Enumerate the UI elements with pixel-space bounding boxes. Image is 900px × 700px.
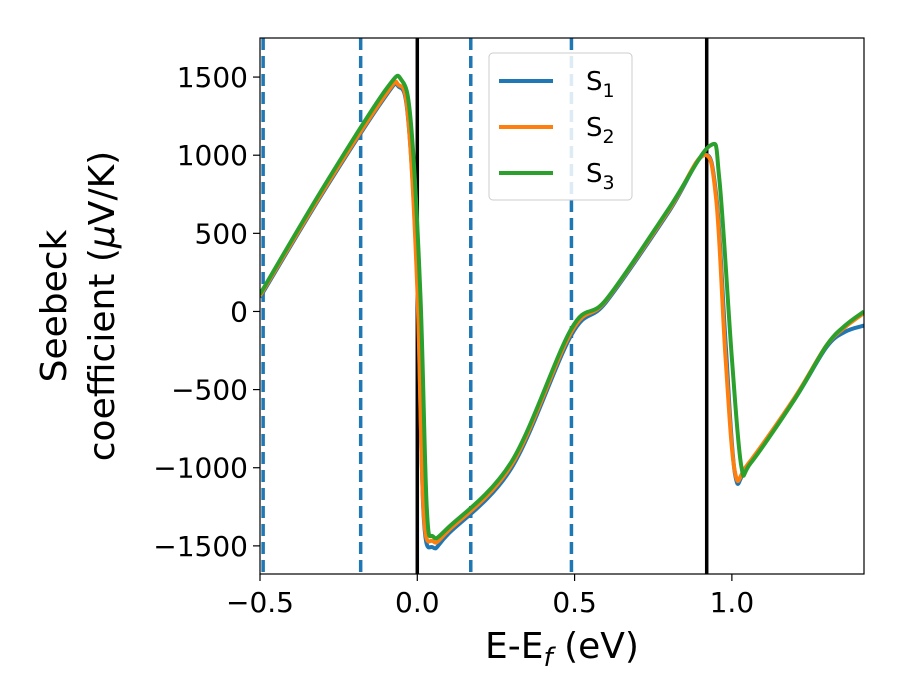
y-axis-label-line2-post: V/K): [82, 151, 123, 225]
y-axis-label-line1: Seebeck: [34, 229, 75, 382]
x-axis-ticks: −0.5 0.0 0.5 1.0: [226, 574, 754, 619]
legend-label-base: S: [586, 67, 603, 97]
y-tick-label: −500: [171, 374, 248, 407]
y-tick-label: 1500: [177, 61, 248, 94]
y-tick-label: −1000: [153, 452, 248, 485]
series-line-3: [260, 73, 864, 541]
x-axis-label-unit: (eV): [553, 626, 639, 667]
y-axis-label-line2: coefficient (μV/K): [82, 151, 123, 461]
x-tick-label: 1.0: [710, 586, 755, 619]
x-tick-label: −0.5: [226, 586, 294, 619]
y-tick-label: 1000: [177, 139, 248, 172]
y-tick-label: 0: [230, 295, 248, 328]
x-axis-label-base: E-E: [485, 626, 543, 667]
y-axis-label-line2-pre: coefficient (: [82, 248, 123, 461]
legend-label-2: S2: [586, 113, 615, 148]
legend-label-subscript: 2: [603, 126, 615, 148]
legend-label-subscript: 3: [603, 172, 615, 194]
x-tick-label: 0.0: [395, 586, 440, 619]
legend-box: [488, 52, 633, 201]
y-tick-label: −1500: [153, 530, 248, 563]
x-axis-label: E-Ef (eV): [485, 626, 639, 673]
y-axis-label-mu: μ: [82, 225, 123, 249]
legend-label-3: S3: [586, 159, 615, 194]
y-axis-ticks: −1500 −1000 −500 0 500 1000 1500: [153, 61, 260, 563]
legend-label-base: S: [586, 159, 603, 189]
legend-label-1: S1: [586, 67, 615, 102]
plot-frame: [259, 37, 865, 575]
legend-label-subscript: 1: [603, 80, 615, 102]
x-tick-label: 0.5: [552, 586, 597, 619]
legend-label-base: S: [586, 113, 603, 143]
series-lines: [260, 73, 864, 551]
y-tick-label: 500: [195, 217, 248, 250]
